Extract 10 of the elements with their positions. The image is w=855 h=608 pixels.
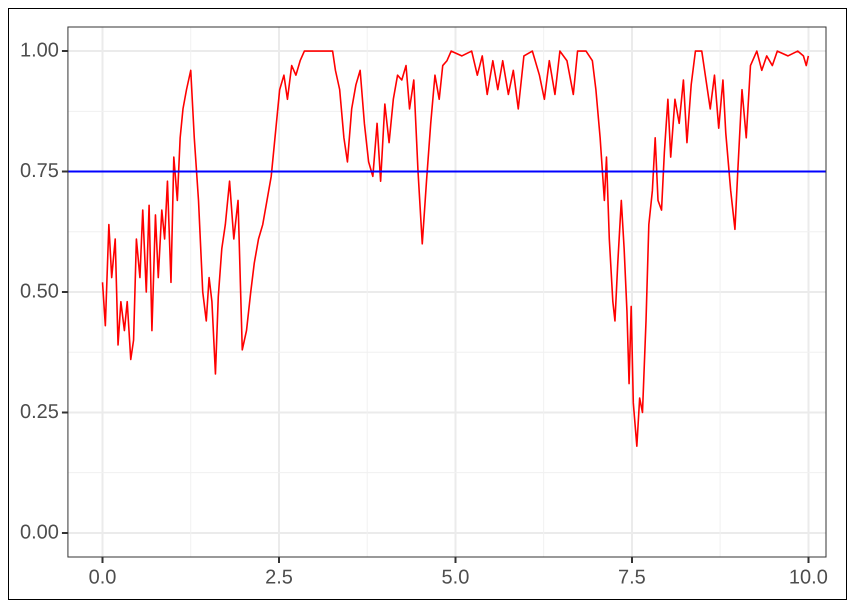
y-tick-label: 0.75 [20,160,59,182]
x-tick-label: 7.5 [618,566,646,589]
y-tick-label: 0.50 [20,280,59,303]
x-tick-label: 0.0 [88,566,116,589]
x-tick-label: 2.5 [265,566,293,589]
x-tick-label: 10.0 [788,566,828,589]
y-tick-label: 0.25 [20,400,59,423]
y-tick-label: 0.00 [20,521,59,544]
x-tick-label: 5.0 [442,566,470,589]
y-tick-label: 1.00 [20,40,59,62]
